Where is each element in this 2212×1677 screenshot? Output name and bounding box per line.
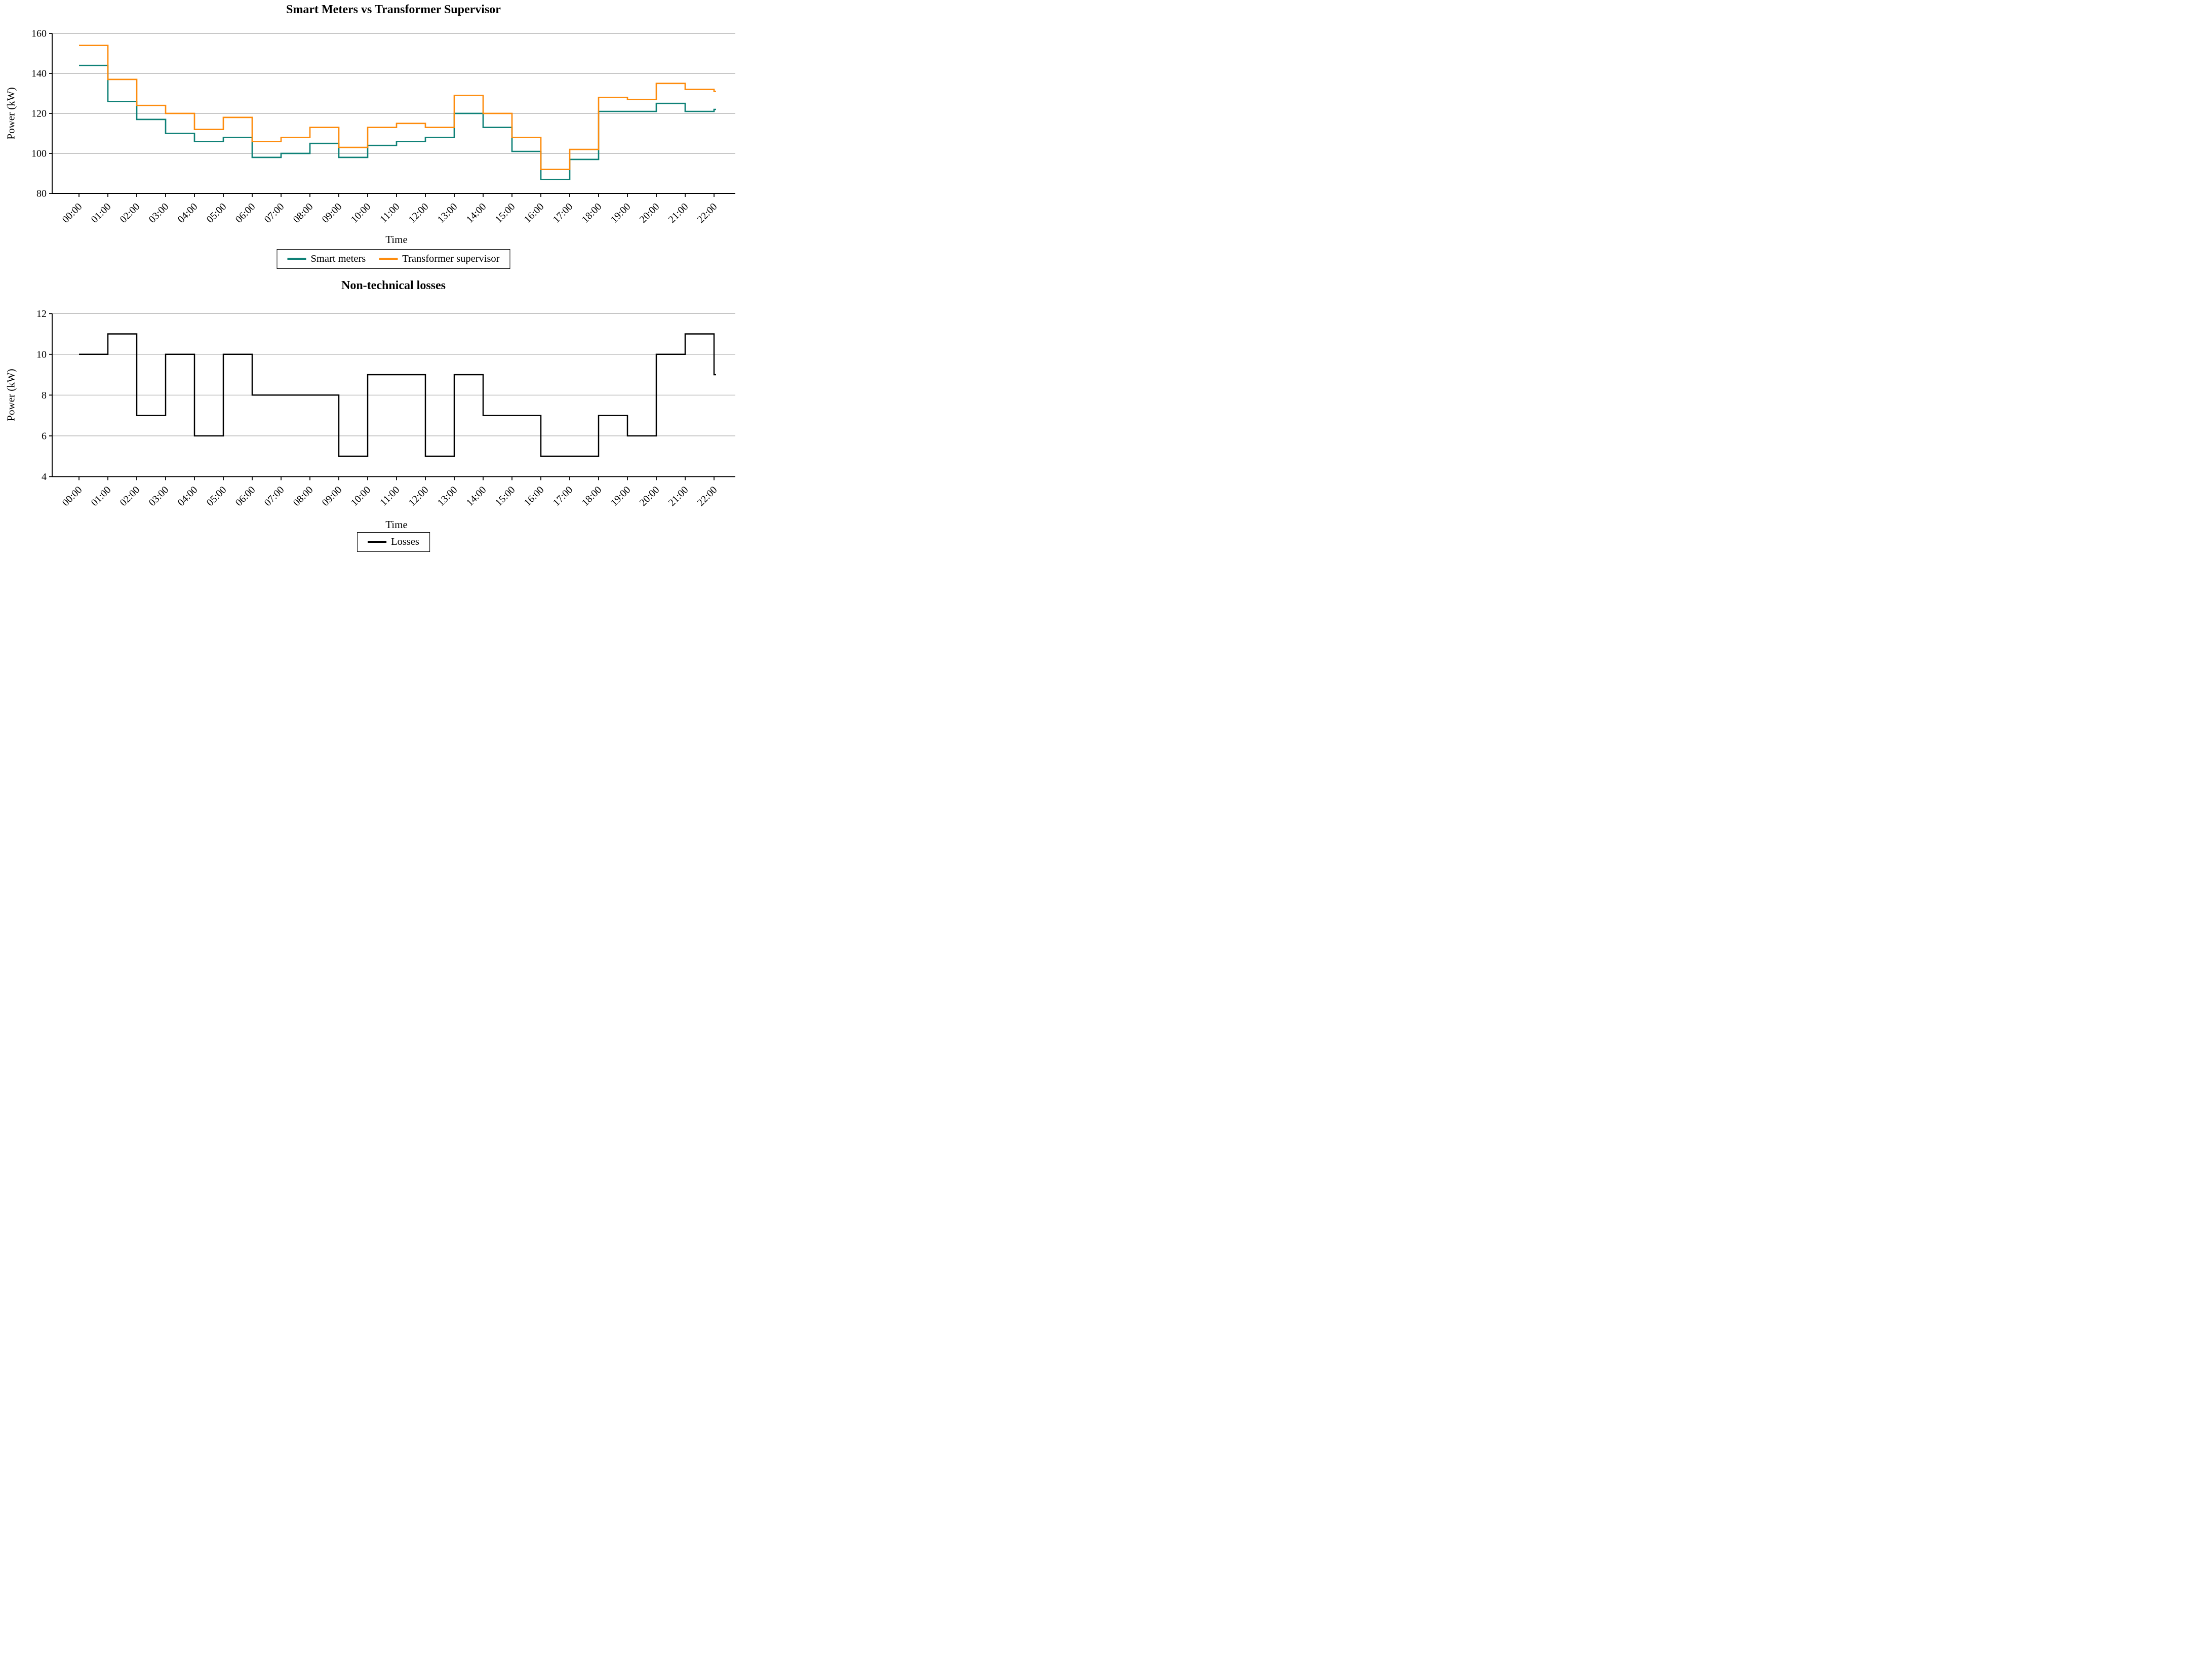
x-tick-label: 22:00 (695, 484, 720, 508)
legend-label-transformer-supervisor: Transformer supervisor (402, 253, 500, 264)
x-tick-label: 19:00 (609, 201, 633, 225)
x-tick-label: 17:00 (551, 484, 575, 508)
x-tick-label: 06:00 (233, 201, 258, 225)
x-tick-label: 07:00 (262, 201, 287, 225)
x-tick-label: 12:00 (407, 484, 431, 508)
legend-item-smart-meters: Smart meters (287, 253, 366, 265)
x-tick-label: 00:00 (60, 484, 85, 508)
x-tick-label: 00:00 (60, 201, 85, 225)
x-tick-label: 09:00 (320, 201, 344, 225)
x-tick-label: 19:00 (609, 484, 633, 508)
x-tick-label: 11:00 (378, 201, 402, 225)
y-tick-label: 4 (42, 471, 47, 483)
x-tick-label: 08:00 (291, 201, 315, 225)
y-tick-label: 160 (31, 28, 47, 39)
bottom-y-axis-title: Power (kW) (5, 369, 17, 421)
x-tick-label: 16:00 (522, 201, 546, 225)
x-tick-label: 13:00 (436, 201, 460, 225)
x-tick-label: 12:00 (407, 201, 431, 225)
x-tick-label: 14:00 (464, 201, 489, 225)
x-tick-label: 11:00 (378, 484, 402, 508)
series-line-smart-meters (79, 64, 716, 180)
x-tick-label: 08:00 (291, 484, 315, 508)
legend-item-transformer-supervisor: Transformer supervisor (379, 253, 500, 265)
x-tick-label: 06:00 (233, 484, 258, 508)
x-tick-label: 07:00 (262, 484, 287, 508)
x-tick-label: 09:00 (320, 484, 344, 508)
legend-item-losses: Losses (368, 536, 419, 548)
legend-label-losses: Losses (391, 536, 419, 547)
x-tick-label: 20:00 (638, 201, 662, 225)
top-y-axis-title: Power (kW) (5, 87, 17, 140)
x-tick-label: 18:00 (580, 484, 604, 508)
bottom-x-axis-title: Time (385, 518, 408, 531)
x-tick-label: 04:00 (176, 484, 200, 508)
top-chart-title: Smart Meters vs Transformer Supervisor (286, 3, 501, 16)
y-tick-label: 120 (31, 108, 47, 119)
legend-label-smart-meters: Smart meters (310, 253, 366, 264)
x-tick-label: 03:00 (147, 201, 171, 225)
x-tick-label: 22:00 (695, 201, 720, 225)
transformer-supervisor-line-swatch (379, 258, 398, 260)
x-tick-label: 20:00 (638, 484, 662, 508)
top-x-axis-title: Time (385, 233, 408, 246)
x-tick-label: 10:00 (349, 201, 373, 225)
x-tick-label: 01:00 (89, 484, 113, 508)
x-tick-label: 05:00 (205, 484, 229, 508)
figure-canvas: 80 100 120 140 160 00:00 01:00 02:00 03:00 04:00 0… (0, 0, 737, 559)
y-tick-label: 8 (42, 390, 47, 401)
bottom-chart-title: Non-technical losses (341, 279, 446, 292)
x-tick-label: 21:00 (666, 201, 691, 225)
series-line-losses (79, 333, 716, 457)
x-tick-label: 15:00 (493, 484, 518, 508)
x-tick-label: 01:00 (89, 201, 113, 225)
y-tick-label: 100 (31, 148, 47, 159)
x-tick-label: 13:00 (436, 484, 460, 508)
y-tick-label: 6 (42, 430, 47, 442)
y-tick-label: 140 (31, 68, 47, 79)
smart-meters-line-swatch (287, 258, 306, 260)
x-tick-label: 17:00 (551, 201, 575, 225)
top-legend: Smart meters Transformer supervisor (276, 249, 510, 269)
x-tick-label: 04:00 (176, 201, 200, 225)
x-tick-label: 21:00 (666, 484, 691, 508)
x-tick-label: 03:00 (147, 484, 171, 508)
y-tick-label: 10 (36, 349, 47, 360)
x-tick-label: 02:00 (118, 201, 142, 225)
x-tick-label: 02:00 (118, 484, 142, 508)
x-tick-label: 16:00 (522, 484, 546, 508)
x-tick-label: 10:00 (349, 484, 373, 508)
y-tick-label: 12 (36, 308, 47, 320)
y-tick-label: 80 (36, 188, 47, 199)
bottom-legend: Losses (357, 532, 430, 552)
x-tick-label: 15:00 (493, 201, 518, 225)
losses-line-swatch (368, 541, 387, 543)
x-tick-label: 05:00 (205, 201, 229, 225)
x-tick-label: 14:00 (464, 484, 489, 508)
series-line-transformer-supervisor (79, 45, 716, 170)
x-tick-label: 18:00 (580, 201, 604, 225)
